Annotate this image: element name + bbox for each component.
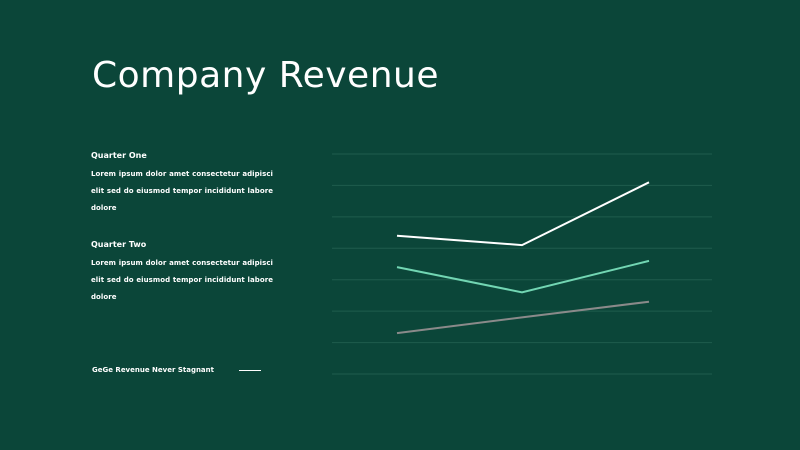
section-heading-quarter-one: Quarter One <box>91 151 147 160</box>
chart-gridlines <box>332 153 712 375</box>
section-heading-quarter-two: Quarter Two <box>91 240 147 249</box>
section-body-quarter-two: Lorem ipsum dolor amet consectetur adipi… <box>91 259 273 301</box>
tagline: GeGe Revenue Never Stagnant <box>92 366 214 374</box>
chart-series-line-2 <box>396 259 650 294</box>
chart-series-line-1 <box>396 181 650 247</box>
slide-title: Company Revenue <box>92 55 439 96</box>
section-body-quarter-one: Lorem ipsum dolor amet consectetur adipi… <box>91 170 273 212</box>
chart-series-line-3 <box>396 300 650 335</box>
tagline-divider <box>239 370 261 371</box>
chart-series <box>396 181 650 335</box>
